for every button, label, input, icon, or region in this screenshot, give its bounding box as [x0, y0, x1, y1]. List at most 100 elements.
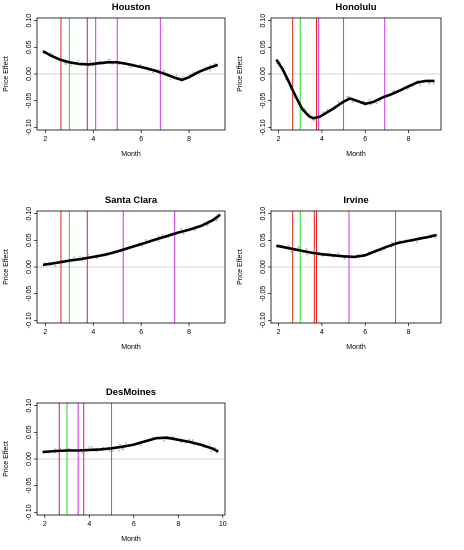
y-tick-label: 0.10: [260, 207, 267, 221]
data-point: [392, 89, 395, 92]
data-point: [54, 265, 57, 267]
data-point: [305, 248, 308, 250]
x-tick-label: 4: [320, 329, 324, 336]
data-point: [432, 82, 435, 85]
data-point: [73, 256, 75, 259]
data-point: [390, 241, 393, 244]
data-point: [70, 64, 72, 67]
panel-houston: Houston 2 4 6 8 -0.10 -0.05 0.00 0.05 0.10 Month Pr…: [3, 2, 226, 158]
data-point: [108, 450, 111, 453]
y-tick-label: -0.10: [260, 312, 267, 328]
data-point: [54, 448, 57, 451]
data-point: [352, 101, 354, 104]
data-point: [215, 219, 218, 222]
y-tick-label: 0.10: [26, 399, 33, 413]
data-point: [179, 441, 182, 444]
y-axis-label: Price Effect: [3, 249, 10, 285]
data-point: [109, 58, 111, 61]
data-point: [428, 83, 431, 85]
x-tick-label: 6: [132, 521, 136, 528]
data-point: [370, 103, 372, 106]
data-point: [322, 111, 325, 113]
data-point: [182, 233, 185, 235]
data-point: [306, 253, 308, 256]
data-point: [107, 58, 110, 61]
y-tick-label: -0.05: [26, 93, 33, 109]
data-point: [81, 259, 84, 262]
data-point: [408, 87, 411, 90]
y-tick-label: 0.10: [260, 14, 267, 28]
data-point: [206, 224, 208, 227]
smoothed-price-effect-line: [42, 436, 219, 454]
y-tick-label: -0.05: [260, 286, 267, 302]
panel-title: DesMoines: [106, 387, 156, 398]
x-tick-label: 2: [43, 521, 47, 528]
data-point: [375, 102, 378, 105]
panel-title: Santa Clara: [105, 195, 158, 206]
y-tick-label: 0.05: [26, 233, 33, 247]
data-point: [208, 69, 211, 72]
data-point: [415, 241, 418, 243]
panel-santa-clara: Santa Clara 2 4 6 8 -0.10 -0.05 0.00 0.05 0.10 Mon…: [3, 195, 226, 351]
y-tick-label: 0.00: [26, 452, 33, 466]
y-tick-label: -0.05: [260, 93, 267, 109]
panel-irvine: Irvine 2 4 6 8 -0.10 -0.05 0.00 0.05 0.10 Month Pri…: [237, 195, 442, 351]
data-point: [175, 74, 178, 77]
y-tick-label: -0.10: [26, 504, 33, 520]
data-point: [326, 108, 329, 111]
data-point: [87, 65, 89, 68]
x-axis-label: Month: [121, 151, 141, 158]
data-point: [191, 439, 194, 441]
y-tick-label: 0.10: [26, 207, 33, 221]
data-point: [50, 52, 52, 55]
data-point: [157, 235, 160, 238]
data-point: [68, 447, 70, 450]
data-point: [96, 257, 99, 260]
data-point: [88, 445, 91, 448]
y-tick-label: 0.10: [26, 14, 33, 28]
data-point: [77, 59, 80, 62]
data-point: [59, 448, 62, 450]
data-point: [313, 249, 316, 252]
x-tick-label: 10: [219, 521, 227, 528]
smoothed-price-effect-line: [42, 213, 221, 267]
data-point: [188, 438, 190, 441]
data-point: [112, 450, 114, 453]
data-point: [208, 443, 211, 446]
x-tick-label: 6: [139, 136, 143, 143]
y-tick-label: -0.10: [260, 119, 267, 135]
data-point: [139, 63, 142, 66]
x-tick-label: 2: [43, 329, 47, 336]
data-point: [216, 218, 219, 221]
data-point: [192, 71, 195, 74]
y-axis-label: Price Effect: [237, 56, 244, 92]
x-axis-label: Month: [121, 536, 141, 543]
y-tick-label: 0.05: [260, 233, 267, 247]
y-tick-label: 0.00: [260, 260, 267, 274]
data-point: [161, 233, 164, 236]
data-point: [121, 448, 124, 451]
panel-title: Honolulu: [335, 2, 376, 13]
x-axis-label: Month: [121, 344, 141, 351]
x-tick-label: 6: [363, 329, 367, 336]
smoothed-price-effect-line: [275, 58, 435, 120]
panel-title: Houston: [112, 2, 151, 13]
data-point: [79, 255, 81, 258]
data-point: [125, 442, 127, 444]
data-point: [157, 240, 160, 243]
data-point: [141, 245, 144, 247]
data-point: [181, 75, 184, 78]
smoothed-price-effect-line: [42, 49, 219, 82]
data-point: [81, 451, 84, 454]
data-point: [337, 101, 340, 103]
y-tick-label: -0.10: [26, 312, 33, 328]
data-point: [144, 239, 147, 241]
y-tick-label: -0.10: [26, 119, 33, 135]
y-tick-label: -0.05: [26, 478, 33, 494]
data-point: [209, 64, 212, 67]
x-tick-label: 4: [87, 521, 91, 528]
data-point: [368, 98, 371, 101]
data-point: [197, 73, 200, 75]
data-point: [210, 450, 212, 453]
y-tick-label: 0.00: [260, 67, 267, 81]
